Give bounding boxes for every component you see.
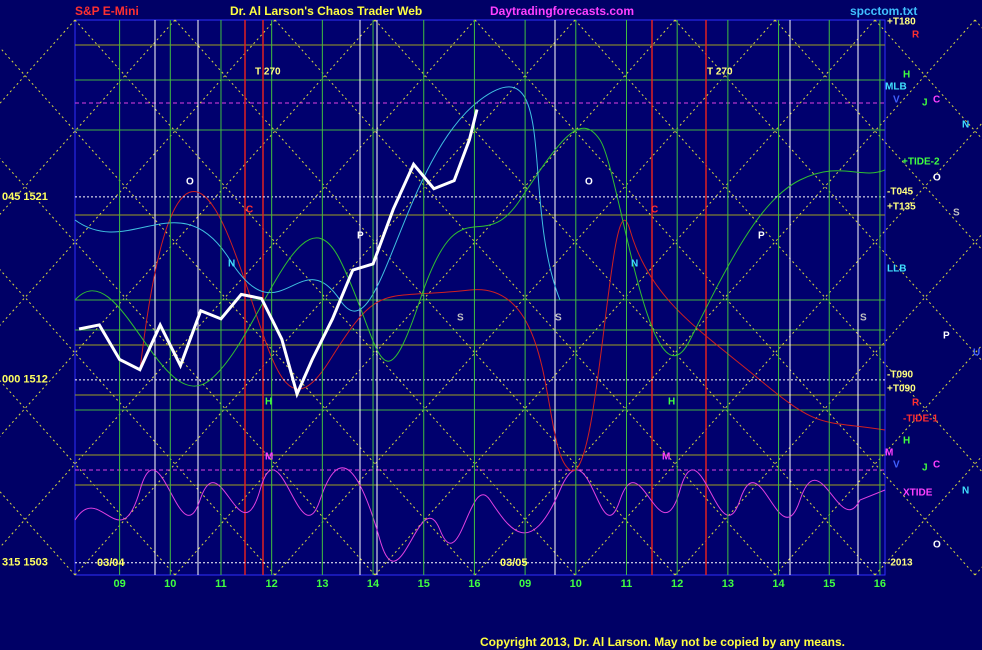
chart-label: T 270 xyxy=(255,67,281,78)
chart-label: +T090 xyxy=(887,384,916,395)
chart-label: C xyxy=(933,460,940,471)
chart-label: H xyxy=(668,397,675,408)
chart-label: R xyxy=(912,398,920,409)
chart-label: -T090 xyxy=(887,370,914,381)
chart-label: O xyxy=(933,540,941,551)
x-tick-label: 09 xyxy=(519,578,531,590)
chart-label: C xyxy=(933,95,940,106)
cycle-line xyxy=(139,191,886,472)
y-tick-label: 315 1503 xyxy=(2,557,48,569)
chart-label: S xyxy=(860,313,867,324)
chart-label: M xyxy=(265,452,273,463)
x-tick-label: 12 xyxy=(671,578,683,590)
chart-label: +T135 xyxy=(887,202,916,213)
x-tick-label: 14 xyxy=(367,578,380,590)
chart-label: O xyxy=(933,173,941,184)
x-tick-label: 09 xyxy=(113,578,125,590)
decoration xyxy=(0,19,982,576)
chart-label: R xyxy=(912,30,920,41)
chart-label: -T045 xyxy=(887,187,914,198)
chart-label: +TIDE-2 xyxy=(902,157,940,168)
x-tick-label: 14 xyxy=(772,578,785,590)
x-tick-label: 16 xyxy=(468,578,480,590)
x-tick-label: 11 xyxy=(621,578,633,590)
header-text: Daytradingforecasts.com xyxy=(490,4,634,18)
y-tick-label: 045 1521 xyxy=(2,191,48,203)
chart-label: O xyxy=(585,177,593,188)
x-tick-label: 13 xyxy=(316,578,328,590)
cycle-line xyxy=(74,127,886,387)
chart-label: M xyxy=(662,452,670,463)
date-label: 03/05 xyxy=(500,557,528,569)
cycle-line xyxy=(74,467,886,562)
header-text: Dr. Al Larson's Chaos Trader Web xyxy=(230,4,422,18)
chart-label: S xyxy=(555,313,562,324)
copyright: Copyright 2013, Dr. Al Larson. May not b… xyxy=(480,635,845,649)
chart-label: V xyxy=(893,460,900,471)
chart-label: XTIDE xyxy=(903,488,933,499)
chart-label: +T180 xyxy=(887,17,916,28)
chart-label: N xyxy=(962,486,969,497)
chart-label: H xyxy=(265,397,272,408)
x-tick-label: 15 xyxy=(823,578,835,590)
chart-label: J xyxy=(922,463,928,474)
x-tick-label: 11 xyxy=(215,578,227,590)
chart-label: MLB xyxy=(885,82,907,93)
chart-label: J xyxy=(922,98,928,109)
chart-label: -2013 xyxy=(887,558,913,569)
chart-label: T 270 xyxy=(707,67,733,78)
chart-label: V xyxy=(893,95,900,106)
chart-label: P xyxy=(357,231,364,242)
plot-area xyxy=(74,19,886,576)
chart-label: O xyxy=(186,177,194,188)
chart-label: C xyxy=(246,205,253,216)
chart-label: N xyxy=(962,120,969,131)
chart-label: U xyxy=(973,348,980,359)
date-label: 03/04 xyxy=(97,557,125,569)
x-tick-label: 10 xyxy=(164,578,176,590)
x-tick-label: 12 xyxy=(266,578,278,590)
chart-label: H xyxy=(903,436,910,447)
chart-label: S xyxy=(457,313,464,324)
x-tick-label: 15 xyxy=(418,578,430,590)
chart-label: C xyxy=(651,205,658,216)
chart-label: -TIDE-1 xyxy=(903,414,938,425)
x-tick-label: 16 xyxy=(874,578,886,590)
chart-label: S xyxy=(953,208,960,219)
chart-label: LLB xyxy=(887,264,906,275)
chart-label: P xyxy=(943,331,950,342)
x-tick-label: 13 xyxy=(722,578,734,590)
header-text: spcctom.txt xyxy=(850,4,917,18)
chart-label: N xyxy=(631,259,638,270)
cycle-line xyxy=(74,86,561,312)
chart-label: H xyxy=(903,70,910,81)
x-tick-label: 10 xyxy=(570,578,582,590)
price-line xyxy=(78,109,479,399)
chart-label: N xyxy=(228,259,235,270)
header-text: S&P E-Mini xyxy=(75,4,139,18)
y-tick-label: 000 1512 xyxy=(2,374,48,386)
chart-label: M xyxy=(885,448,893,459)
chart-label: P xyxy=(758,231,765,242)
